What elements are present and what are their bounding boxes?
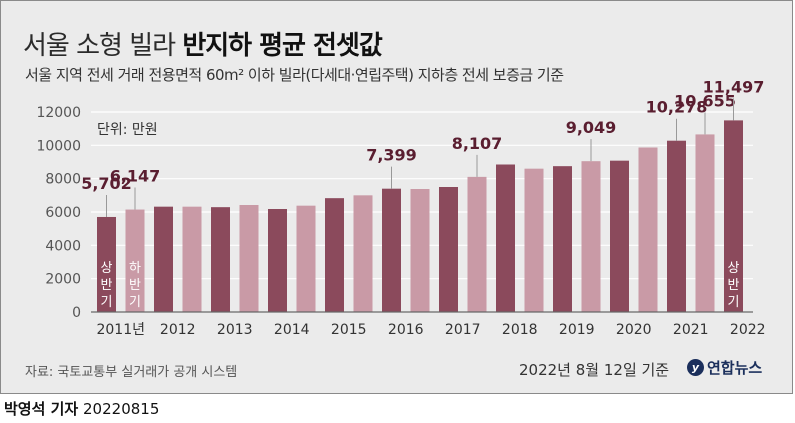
y-tick-label: 8000 <box>45 172 81 188</box>
chart-subtitle: 서울 지역 전세 거래 전용면적 60m² 이하 빌라(다세대·연립주택) 지하… <box>25 66 564 84</box>
credit-name: 박영석 기자 <box>4 400 79 418</box>
bar <box>667 140 686 312</box>
y-tick-label: 10000 <box>36 138 81 154</box>
y-tick-label: 6000 <box>45 205 81 221</box>
x-tick-label: 2019 <box>559 322 595 338</box>
data-label: 10,278 <box>646 98 708 117</box>
data-label: 11,497 <box>703 77 765 96</box>
bar <box>382 188 401 312</box>
unit-label: 단위: 만원 <box>97 122 158 138</box>
inner-bar-label: 기 <box>101 295 113 310</box>
x-tick-label: 2012 <box>160 322 196 338</box>
title-bold: 반지하 평균 전셋값 <box>182 31 382 61</box>
data-label: 10,655 <box>674 91 736 110</box>
x-tick-label: 2016 <box>388 322 424 338</box>
bar <box>581 161 601 312</box>
x-tick-label: 2011년 <box>96 322 145 338</box>
bar <box>524 168 544 312</box>
bar <box>553 166 572 312</box>
inner-bar-label: 상 <box>101 261 113 276</box>
yonhap-logo: y 연합뉴스 <box>687 357 762 378</box>
bar <box>638 147 658 312</box>
x-tick-label: 2014 <box>274 322 310 338</box>
bar <box>268 209 287 312</box>
chart-frame: 서울 소형 빌라 반지하 평균 전셋값 서울 지역 전세 거래 전용면적 60m… <box>0 0 793 394</box>
bar <box>239 205 259 312</box>
data-label: 6,147 <box>110 167 161 186</box>
bar <box>296 205 316 312</box>
data-label: 8,107 <box>452 134 503 153</box>
bar <box>154 206 173 312</box>
bar <box>439 187 458 312</box>
reference-date: 2022년 8월 12일 기준 <box>519 361 670 379</box>
x-tick-label: 2021 <box>673 322 709 338</box>
y-tick-label: 12000 <box>36 105 81 121</box>
y-tick-label: 0 <box>72 305 81 321</box>
inner-bar-label: 기 <box>728 295 740 310</box>
inner-bar-label: 반 <box>129 278 141 293</box>
x-tick-label: 2013 <box>217 322 253 338</box>
bar <box>724 120 743 312</box>
bar <box>695 134 715 312</box>
y-tick-label: 2000 <box>45 272 81 288</box>
bar <box>353 195 373 312</box>
x-tick-label: 2018 <box>502 322 538 338</box>
x-tick-label: 2015 <box>331 322 367 338</box>
inner-bar-label: 반 <box>101 278 113 293</box>
data-label: 9,049 <box>566 118 617 137</box>
logo-text: 연합뉴스 <box>707 359 763 377</box>
x-tick-label: 2020 <box>616 322 652 338</box>
bar <box>410 189 430 312</box>
yonhap-logo-mark: y <box>687 359 704 376</box>
bar <box>467 176 487 312</box>
inner-bar-label: 기 <box>129 295 141 310</box>
bar <box>97 216 116 312</box>
inner-bar-label: 하 <box>129 261 141 276</box>
source-note: 자료: 국토교통부 실거래가 공개 시스템 <box>25 365 238 380</box>
bar <box>325 198 344 312</box>
chart-title: 서울 소형 빌라 반지하 평균 전셋값 <box>23 25 383 62</box>
bar <box>182 206 202 312</box>
bar <box>496 164 515 312</box>
data-label: 5,702 <box>81 174 132 193</box>
x-tick-label: 2022 <box>730 322 766 338</box>
title-light: 서울 소형 빌라 <box>23 31 176 61</box>
y-tick-label: 4000 <box>45 238 81 254</box>
data-label: 7,399 <box>366 146 417 165</box>
bar <box>125 209 145 312</box>
x-tick-label: 2017 <box>445 322 481 338</box>
credit-date: 20220815 <box>83 400 160 418</box>
inner-bar-label: 반 <box>728 278 740 293</box>
bar <box>610 160 629 312</box>
bar <box>211 207 230 312</box>
inner-bar-label: 상 <box>728 261 740 276</box>
credit-line: 박영석 기자 20220815 <box>4 398 159 419</box>
